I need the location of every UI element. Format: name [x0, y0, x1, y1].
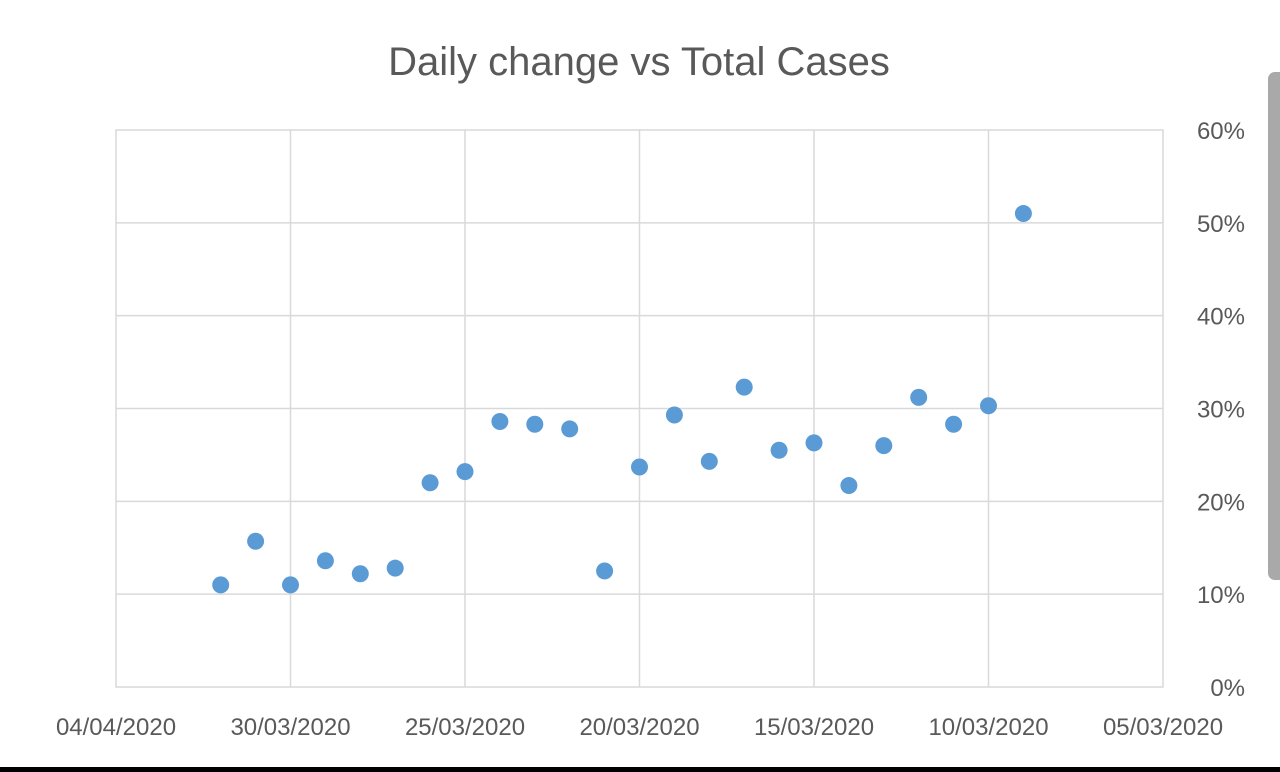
- x-tick-label: 15/03/2020: [754, 714, 874, 741]
- data-point: [735, 378, 753, 396]
- y-tick-label: 0%: [1210, 675, 1245, 702]
- data-point: [526, 415, 544, 433]
- data-point: [840, 477, 858, 495]
- data-point: [805, 434, 823, 452]
- data-point: [770, 441, 788, 459]
- data-point: [421, 474, 439, 492]
- y-tick-label: 10%: [1197, 582, 1245, 609]
- data-point: [386, 559, 404, 577]
- y-tick-label: 60%: [1197, 118, 1245, 145]
- y-tick-label: 50%: [1197, 211, 1245, 238]
- data-point: [456, 463, 474, 481]
- y-axis: 0% 10% 20% 30% 40% 50% 60%: [1197, 118, 1245, 702]
- x-tick-label: 25/03/2020: [405, 714, 525, 741]
- data-point: [561, 420, 579, 438]
- x-tick-label: 30/03/2020: [230, 714, 350, 741]
- x-axis: 04/04/2020 30/03/2020 25/03/2020 20/03/2020…: [56, 714, 1223, 741]
- data-point: [910, 388, 928, 406]
- data-point: [596, 562, 614, 580]
- data-points: [212, 205, 1032, 594]
- scrollbar-thumb[interactable]: [1268, 72, 1280, 580]
- data-point: [491, 412, 509, 430]
- x-tick-label: 20/03/2020: [579, 714, 699, 741]
- data-point: [700, 452, 718, 470]
- gridlines: [116, 130, 1163, 687]
- data-point: [247, 532, 265, 550]
- data-point: [631, 458, 648, 476]
- data-point: [282, 576, 299, 594]
- data-point: [665, 406, 683, 424]
- y-tick-label: 20%: [1197, 489, 1245, 516]
- data-point: [875, 437, 893, 455]
- data-point: [212, 576, 230, 594]
- y-tick-label: 30%: [1197, 397, 1245, 424]
- chart-title: Daily change vs Total Cases: [388, 40, 890, 84]
- data-point: [351, 565, 369, 583]
- data-point: [945, 415, 963, 433]
- x-tick-label: 05/03/2020: [1103, 714, 1223, 741]
- y-tick-label: 40%: [1197, 304, 1245, 331]
- data-point: [316, 552, 334, 570]
- x-tick-label: 04/04/2020: [56, 714, 176, 741]
- data-point: [980, 397, 997, 415]
- x-tick-label: 10/03/2020: [928, 714, 1048, 741]
- data-point: [1014, 205, 1032, 223]
